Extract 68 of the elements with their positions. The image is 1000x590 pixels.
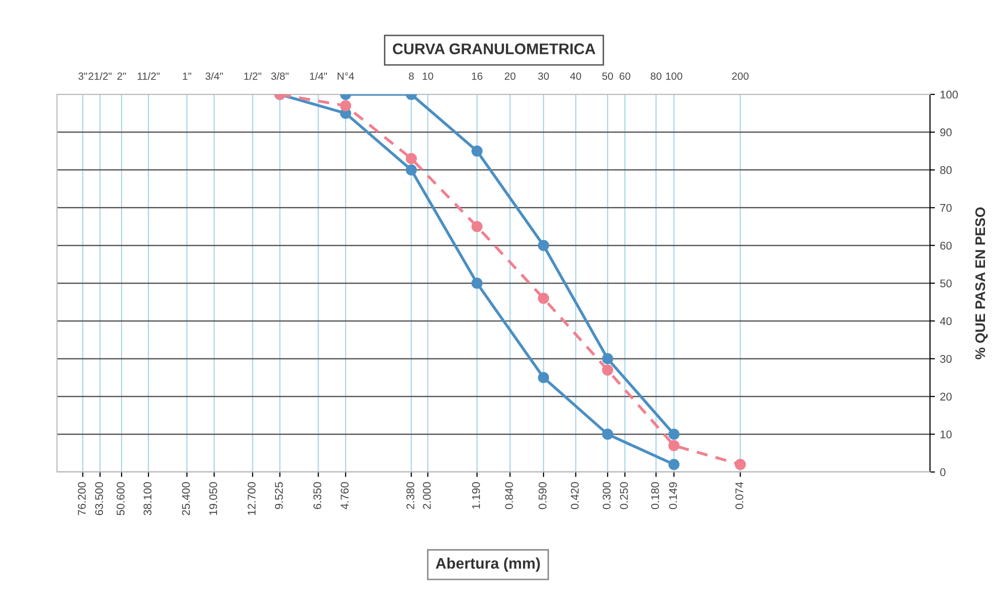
- x-tick-label: 19.050: [209, 482, 218, 515]
- text: N°4: [338, 72, 354, 80]
- x-tick-label: 0.180: [651, 482, 660, 510]
- y-tick-label: 80: [940, 166, 952, 174]
- text: 1": [182, 72, 192, 80]
- x-tick-label: 9.525: [274, 482, 283, 510]
- x-tick-label: 0.074: [735, 482, 744, 510]
- text: 3/4": [205, 72, 223, 80]
- x-tick-label: 0.840: [505, 482, 514, 510]
- point: [406, 153, 417, 164]
- point: [734, 458, 746, 470]
- text: 8: [408, 72, 414, 80]
- text: 2": [117, 72, 126, 80]
- x-tick-label: 0.300: [602, 482, 611, 510]
- x-tick-label: 0.420: [570, 482, 579, 510]
- x-tick-label: 4.760: [340, 482, 349, 510]
- point: [538, 292, 550, 304]
- text: 80: [650, 72, 662, 80]
- y-tick-label: 0: [940, 468, 946, 476]
- x-tick-label: 25.400: [182, 482, 190, 516]
- x-axis-title: Abertura (mm): [436, 558, 540, 572]
- y-axis-title: % QUE PASA EN PESO: [975, 207, 988, 360]
- text: 60: [620, 72, 630, 80]
- point: [602, 428, 614, 440]
- text: 10: [422, 72, 434, 80]
- text: 3/8": [271, 72, 289, 80]
- x-tick-label: 50.600: [116, 482, 125, 516]
- x-tick-label: 76.200: [78, 482, 86, 516]
- y-tick-label: 100: [940, 90, 958, 99]
- x-tick-label: 0.149: [669, 482, 677, 510]
- text: 3": [78, 72, 88, 80]
- point: [340, 100, 352, 112]
- x-tick-label: 38.100: [144, 482, 152, 516]
- point: [538, 372, 550, 384]
- point: [602, 364, 614, 376]
- x-tick-label: 12.700: [248, 482, 256, 515]
- y-tick-label: 50: [940, 279, 952, 288]
- x-tick-label: 63.500: [95, 482, 104, 516]
- text: 16: [472, 72, 482, 80]
- point: [668, 458, 680, 470]
- text: 100: [666, 72, 682, 80]
- text: 1/2": [244, 72, 262, 80]
- text: 11/2": [138, 72, 160, 80]
- point: [668, 440, 680, 452]
- point: [471, 221, 483, 232]
- y-tick-label: 30: [940, 354, 952, 363]
- text: 20: [504, 72, 516, 80]
- y-tick-label: 90: [940, 128, 952, 136]
- text: 30: [538, 72, 549, 80]
- point: [471, 278, 483, 289]
- x-tick-label: 2.380: [406, 482, 414, 509]
- text: 1/4": [310, 72, 327, 80]
- x-tick-label: 0.250: [620, 482, 628, 510]
- chart-title: CURVA GRANULOMETRICA: [392, 43, 596, 54]
- x-tick-label: 1.190: [472, 482, 480, 509]
- x-tick-label: 2.000: [422, 482, 431, 509]
- text: 200: [732, 72, 749, 80]
- text: 50: [602, 72, 614, 80]
- y-tick-label: 60: [940, 242, 952, 250]
- y-tick-label: 20: [940, 392, 952, 401]
- text: 40: [570, 72, 582, 80]
- text: 21/2": [88, 72, 112, 80]
- point: [406, 164, 417, 176]
- y-tick-label: 40: [940, 317, 952, 326]
- y-tick-label: 70: [940, 204, 952, 212]
- y-tick-label: 10: [940, 430, 952, 438]
- x-tick-label: 6.350: [313, 482, 322, 509]
- x-tick-label: 0.590: [538, 482, 546, 510]
